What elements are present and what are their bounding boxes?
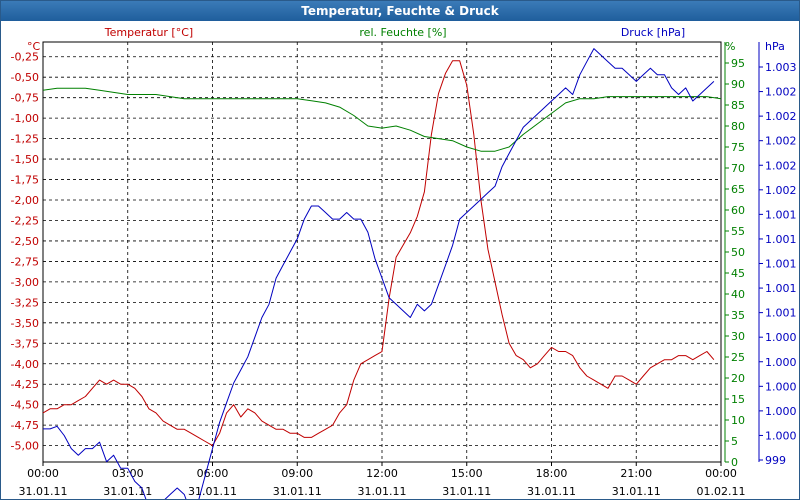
humidity-tick-label: 40 [731,288,745,301]
pressure-axis-title: Druck [hPa] [621,26,685,39]
humidity-tick-label: 65 [731,183,745,196]
x-tick-date: 31.01.11 [188,485,237,498]
temperature-tick-label: -4,75 [11,419,39,432]
temperature-tick-label: -2,00 [11,194,39,207]
pressure-unit: hPa [765,40,785,53]
pressure-tick-label: 1.000 [765,380,797,393]
pressure-tick-label: 1.001 [765,282,797,295]
temperature-tick-label: -4,50 [11,399,39,412]
humidity-axis-title: rel. Feuchte [%] [359,26,446,39]
humidity-tick-label: 70 [731,162,745,175]
pressure-tick-label: 1.001 [765,307,797,320]
temperature-tick-label: -3,50 [11,317,39,330]
pressure-tick-label: 1.000 [765,331,797,344]
humidity-tick-label: 75 [731,141,745,154]
temperature-tick-label: -3,75 [11,337,39,350]
x-tick-date: 31.01.11 [19,485,68,498]
humidity-tick-label: 20 [731,372,745,385]
temperature-unit: °C [27,40,41,53]
humidity-tick-label: 80 [731,120,745,133]
axis-labels: °C% hPa Temperatur [°C] rel. Feuchte [%] Dru… [27,26,785,53]
x-tick-date: 01.02.11 [697,485,746,498]
temperature-tick-label: -3,00 [11,276,39,289]
humidity-unit: % [725,40,735,53]
x-tick-time: 03:00 [112,467,144,480]
pressure-tick-label: 1.000 [765,356,797,369]
x-tick-date: 31.01.11 [103,485,152,498]
temperature-tick-label: -2,75 [11,255,39,268]
axes: -0,25 -0,50 -0,75 -1,00 -1,25 -1,50 -1,75 -2,00… [11,42,797,498]
x-tick-time: 00:00 [27,467,59,480]
series [42,48,722,499]
humidity-tick-label: 50 [731,246,745,259]
x-tick-time: 21:00 [620,467,652,480]
temperature-tick-label: -5,00 [11,440,39,453]
temperature-series-line [42,60,715,447]
pressure-tick-label: 1.001 [765,208,797,221]
humidity-tick-label: 5 [731,435,738,448]
pressure-tick-label: 999 [765,454,786,467]
pressure-tick-label: 1.000 [765,405,797,418]
pressure-tick-label: 1.002 [765,135,797,148]
temperature-tick-label: -4,00 [11,358,39,371]
x-tick-date: 31.01.11 [442,485,491,498]
temperature-tick-label: -1,25 [11,133,39,146]
humidity-tick-label: 45 [731,267,745,280]
x-tick-time: 18:00 [536,467,568,480]
pressure-tick-label: 1.001 [765,258,797,271]
temperature-tick-label: -2,50 [11,235,39,248]
x-tick-date: 31.01.11 [527,485,576,498]
pressure-tick-label: 1.003 [765,61,797,74]
temperature-tick-label: -0,50 [11,71,39,84]
temperature-tick-label: -0,25 [11,51,39,64]
pressure-tick-label: 1.000 [765,429,797,442]
x-tick-time: 12:00 [366,467,398,480]
pressure-tick-label: 1.002 [765,86,797,99]
humidity-tick-label: 35 [731,309,745,322]
humidity-tick-label: 95 [731,57,745,70]
humidity-tick-label: 55 [731,225,745,238]
humidity-tick-label: 15 [731,393,745,406]
temperature-tick-label: -4,25 [11,378,39,391]
x-tick-time: 00:00 [705,467,737,480]
x-tick-time: 09:00 [281,467,313,480]
window-title: Temperatur, Feuchte & Druck [1,1,799,21]
humidity-tick-label: 25 [731,351,745,364]
humidity-tick-label: 30 [731,330,745,343]
temperature-tick-label: -1,50 [11,153,39,166]
x-tick-time: 15:00 [451,467,483,480]
temperature-tick-label: -3,25 [11,296,39,309]
pressure-tick-label: 1.002 [765,184,797,197]
humidity-tick-label: 0 [731,456,738,469]
temperature-axis-title: Temperatur [°C] [104,26,193,39]
x-tick-time: 06:00 [197,467,229,480]
humidity-tick-label: 60 [731,204,745,217]
temperature-tick-label: -1,75 [11,174,39,187]
x-tick-date: 31.01.11 [273,485,322,498]
humidity-tick-label: 90 [731,78,745,91]
temperature-tick-label: -2,25 [11,214,39,227]
humidity-tick-label: 85 [731,99,745,112]
x-tick-date: 31.01.11 [358,485,407,498]
temperature-tick-label: -1,00 [11,112,39,125]
pressure-tick-label: 1.002 [765,159,797,172]
humidity-tick-label: 10 [731,414,745,427]
x-tick-date: 31.01.11 [612,485,661,498]
humidity-series-line [42,87,722,152]
temperature-tick-label: -0,75 [11,92,39,105]
chart-area: -0,25 -0,50 -0,75 -1,00 -1,25 -1,50 -1,75 -2,00… [11,26,797,499]
grid [42,41,722,463]
pressure-tick-label: 1.002 [765,110,797,123]
pressure-series-line [43,48,715,499]
pressure-tick-label: 1.001 [765,233,797,246]
